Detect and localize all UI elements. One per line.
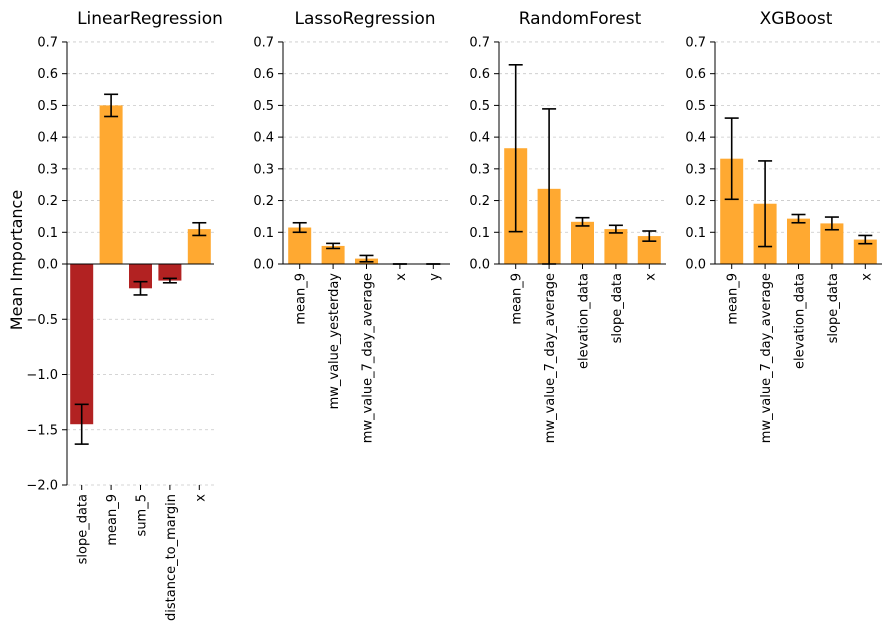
y-tick-label: 0.6: [253, 67, 274, 82]
bar: [637, 236, 661, 264]
x-tick-label: mw_value_7_day_average: [759, 273, 774, 443]
x-tick-label: sum_5: [135, 494, 150, 536]
y-tick-label: 0.7: [253, 35, 274, 50]
bar: [99, 105, 123, 265]
y-tick-label: 0.4: [685, 131, 706, 146]
y-tick-label: 0.3: [685, 162, 706, 177]
y-tick-label: 0.2: [37, 194, 58, 209]
y-tick-label: 0.1: [685, 226, 706, 241]
y-tick-label: 0.3: [469, 162, 490, 177]
y-tick-label: 0.0: [469, 258, 490, 273]
panel-title: LassoRegression: [295, 9, 436, 29]
y-tick-label: −0.5: [26, 313, 58, 328]
chart-panel-2: 0.0 0.1 0.2 0.3 0.4 0.5 0.6 0.7 mean_9 mw_value_7…: [469, 9, 666, 443]
bar: [288, 227, 312, 264]
y-tick-label: 0.2: [253, 194, 274, 209]
x-tick-label: slope_data: [610, 273, 625, 343]
x-tick-label: mw_value_7_day_average: [361, 273, 376, 443]
x-tick-label: x: [643, 273, 658, 281]
y-tick-label: 0.2: [469, 194, 490, 209]
y-tick-label: 0.3: [253, 162, 274, 177]
bar: [820, 223, 844, 264]
y-tick-label: 0.0: [685, 258, 706, 273]
y-tick-label: 0.6: [685, 67, 706, 82]
y-tick-label: 0.5: [685, 99, 706, 114]
y-tick-label: 0.3: [37, 162, 58, 177]
x-tick-label: slope_data: [76, 494, 91, 564]
x-tick-label: mean_9: [105, 494, 120, 546]
bar: [853, 239, 877, 264]
y-tick-label: 0.6: [469, 67, 490, 82]
bar: [158, 264, 182, 281]
y-tick-label: 0.5: [469, 99, 490, 114]
x-tick-label: x: [193, 494, 208, 502]
y-tick-label: 0.1: [469, 226, 490, 241]
y-tick-label: 0.5: [253, 99, 274, 114]
x-tick-label: mean_9: [726, 273, 741, 325]
y-tick-label: 0.5: [37, 99, 58, 114]
chart-panel-3: 0.0 0.1 0.2 0.3 0.4 0.5 0.6 0.7 mean_9 mw_value_7…: [685, 9, 882, 443]
y-axis-label: Mean Importance: [7, 190, 26, 330]
x-tick-label: distance_to_margin: [164, 494, 179, 621]
y-tick-label: 0.1: [253, 226, 274, 241]
y-tick-label: 0.4: [37, 131, 58, 146]
chart-panels: −2.0 −1.5 −1.0 −0.5 0.0 0.1 0.2 0.3 0.4 0.5 0.6 0.7…: [26, 9, 882, 621]
y-tick-label: 0.0: [253, 258, 274, 273]
y-tick-label: 0.4: [469, 131, 490, 146]
y-tick-label: 0.2: [685, 194, 706, 209]
y-tick-label: 0.7: [469, 35, 490, 50]
y-tick-label: 0.4: [253, 131, 274, 146]
y-tick-label: 0.6: [37, 67, 58, 82]
y-tick-label: −1.5: [26, 423, 58, 438]
x-tick-label: mean_9: [294, 273, 309, 325]
x-tick-label: elevation_data: [577, 273, 592, 369]
y-tick-label: 0.0: [37, 258, 58, 273]
panel-title: RandomForest: [519, 9, 642, 29]
bar: [187, 229, 211, 264]
y-tick-label: −1.0: [26, 368, 58, 383]
bar: [70, 264, 94, 425]
panel-title: XGBoost: [760, 9, 833, 29]
x-tick-label: x: [394, 273, 409, 281]
chart-panel-1: 0.0 0.1 0.2 0.3 0.4 0.5 0.6 0.7 mean_9 mw_value_y…: [253, 9, 450, 443]
x-tick-label: mean_9: [510, 273, 525, 325]
x-tick-label: mw_value_7_day_average: [543, 273, 558, 443]
x-tick-label: slope_data: [826, 273, 841, 343]
bar: [571, 221, 594, 264]
y-tick-label: −2.0: [26, 479, 58, 494]
x-tick-label: elevation_data: [793, 273, 808, 369]
bar: [604, 229, 628, 264]
bar: [720, 158, 744, 264]
bar: [321, 245, 345, 264]
x-tick-label: x: [859, 273, 874, 281]
chart-panel-0: −2.0 −1.5 −1.0 −0.5 0.0 0.1 0.2 0.3 0.4 0.5 0.6 0.7…: [26, 9, 222, 621]
panel-title: LinearRegression: [77, 9, 223, 29]
y-tick-label: 0.1: [37, 226, 58, 241]
y-tick-label: 0.7: [37, 35, 58, 50]
x-tick-label: mw_value_yesterday: [327, 273, 342, 410]
y-tick-label: 0.7: [685, 35, 706, 50]
bar: [787, 218, 810, 264]
x-tick-label: y: [427, 273, 442, 281]
